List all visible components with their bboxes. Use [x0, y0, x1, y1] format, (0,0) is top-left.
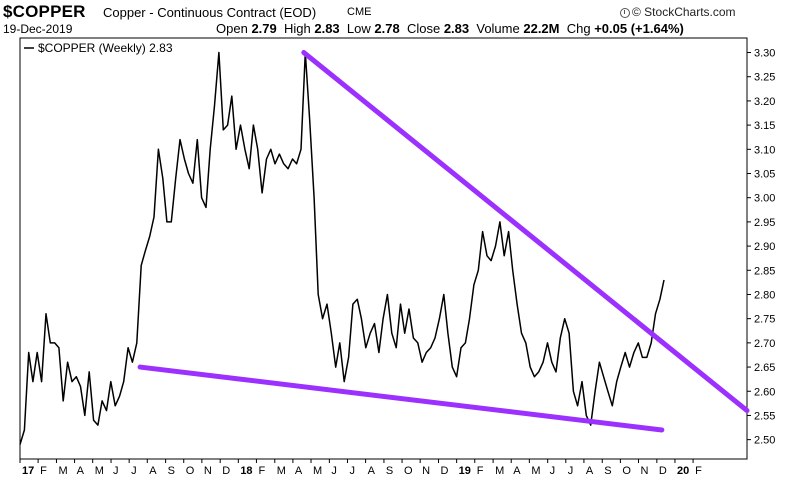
x-tick-label: F — [40, 465, 47, 477]
x-tick-label: N — [422, 465, 430, 477]
exchange-label: CME — [347, 6, 372, 18]
legend-label: $COPPER (Weekly) 2.83 — [38, 41, 173, 55]
x-tick-label: M — [495, 465, 504, 477]
y-tick-label: 3.30 — [754, 48, 775, 60]
x-tick-label: J — [568, 465, 574, 477]
high-label: High — [283, 21, 311, 36]
y-tick-label: 3.15 — [754, 120, 775, 132]
y-tick-label: 2.60 — [754, 386, 775, 398]
x-tick-label: O — [622, 465, 631, 477]
x-tick-label: 18 — [240, 465, 252, 477]
y-tick-label: 3.20 — [754, 96, 775, 108]
x-tick-label: N — [204, 465, 212, 477]
x-tick-label: O — [404, 465, 413, 477]
volume-value: 22.2M — [523, 21, 560, 36]
close-label: Close — [406, 21, 441, 36]
x-tick-label: J — [349, 465, 355, 477]
lower-trendline — [137, 364, 665, 433]
y-tick-label: 3.00 — [754, 193, 775, 205]
y-tick-label: 2.55 — [754, 410, 775, 422]
stockcharts-credit[interactable]: © StockCharts.com — [620, 5, 736, 19]
x-tick-label: 19 — [459, 465, 471, 477]
x-tick-label: 17 — [22, 465, 34, 477]
x-tick-label: S — [604, 465, 611, 477]
y-tick-label: 2.65 — [754, 362, 775, 374]
symbol-title: $COPPER — [3, 2, 86, 21]
x-tick-label: D — [441, 465, 449, 477]
x-tick-label: S — [386, 465, 393, 477]
chg-value: +0.05 (+1.64%) — [594, 21, 684, 36]
x-tick-label: F — [258, 465, 265, 477]
low-label: Low — [346, 21, 371, 36]
y-tick-label: 2.70 — [754, 338, 775, 350]
y-tick-label: 2.80 — [754, 289, 775, 301]
high-value: 2.83 — [314, 21, 340, 36]
y-tick-label: 3.10 — [754, 144, 775, 156]
x-tick-label: M — [313, 465, 322, 477]
x-tick-label: F — [695, 465, 702, 477]
open-label: Open — [216, 21, 248, 36]
volume-label: Volume — [476, 21, 520, 36]
x-tick-label: A — [586, 465, 594, 477]
x-tick-label: M — [531, 465, 540, 477]
x-tick-label: A — [368, 465, 376, 477]
quote-summary: Open 2.79 High 2.83 Low 2.78 Close 2.83 … — [216, 21, 684, 36]
price-series-line — [19, 51, 665, 445]
y-tick-label: 2.95 — [754, 217, 775, 229]
stockcharts-logo-icon — [620, 8, 630, 18]
y-tick-label: 3.05 — [754, 168, 775, 180]
x-tick-label: F — [477, 465, 484, 477]
x-tick-label: N — [640, 465, 648, 477]
x-tick-label: A — [77, 465, 85, 477]
x-tick-label: J — [331, 465, 337, 477]
x-tick-label: O — [186, 465, 195, 477]
x-tick-label: A — [295, 465, 303, 477]
symbol-description: Copper - Continuous Contract (EOD) — [103, 5, 317, 20]
x-tick-label: S — [168, 465, 175, 477]
y-tick-label: 2.75 — [754, 314, 775, 326]
y-tick-label: 2.50 — [754, 435, 775, 447]
low-value: 2.78 — [374, 21, 400, 36]
upper-trendline — [301, 50, 750, 414]
x-tick-label: A — [149, 465, 157, 477]
x-tick-label: A — [513, 465, 521, 477]
open-value: 2.79 — [251, 21, 277, 36]
x-tick-label: J — [113, 465, 119, 477]
x-tick-label: D — [222, 465, 230, 477]
y-tick-label: 3.25 — [754, 72, 775, 84]
x-tick-label: D — [659, 465, 667, 477]
credit-text: © StockCharts.com — [632, 5, 736, 19]
x-tick-label: M — [277, 465, 286, 477]
close-value: 2.83 — [443, 21, 470, 36]
y-tick-label: 2.90 — [754, 241, 775, 253]
x-tick-label: M — [58, 465, 67, 477]
x-tick-label: J — [550, 465, 556, 477]
chg-label: Chg — [566, 21, 591, 36]
x-tick-label: 20 — [677, 465, 689, 477]
y-tick-label: 2.85 — [754, 265, 775, 277]
x-tick-label: J — [131, 465, 137, 477]
date-label: 19-Dec-2019 — [3, 22, 73, 36]
chart-header: $COPPER Copper - Continuous Contract (EO… — [0, 0, 800, 38]
x-tick-label: M — [95, 465, 104, 477]
